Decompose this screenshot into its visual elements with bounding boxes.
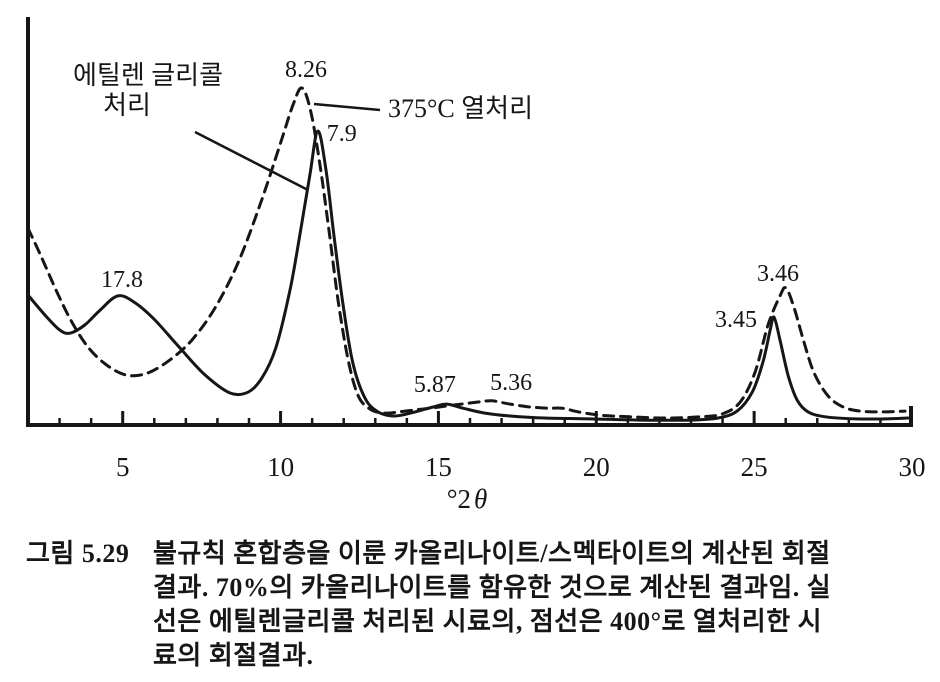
x-axis-tick-labels: 5 10 15 20 25 30 xyxy=(116,452,926,482)
x-tick-label-25: 25 xyxy=(741,452,768,482)
x-tick-label-20: 20 xyxy=(583,452,610,482)
solid-series-annotation-line1: 에틸렌 글리콜 xyxy=(73,61,223,90)
figure-caption-text: 불규칙 혼합층을 이룬 카올리나이트/스멕타이트의 계산된 회절 결과. 70%… xyxy=(153,537,922,673)
peak-label-8.26: 8.26 xyxy=(285,57,327,83)
caption-line: 료의 회절결과. xyxy=(153,641,314,670)
x-tick-label-10: 10 xyxy=(267,452,294,482)
x-tick-label-5: 5 xyxy=(116,452,130,482)
caption-line: 선은 에틸렌글리콜 처리된 시료의, 점선은 400°로 열처리한 시 xyxy=(153,607,823,636)
series-heat-treated-dashed-curve xyxy=(26,86,907,420)
xrd-diffractogram-chart: 5 10 15 20 25 30 17.88.267.95.87 5.363.453.46 … xyxy=(26,17,926,514)
peak-label-5.87: 5.87 xyxy=(414,372,456,398)
dashed-series-leader-line xyxy=(313,102,381,112)
x-tick-label-30: 30 xyxy=(898,452,925,482)
series-ethylene-glycol-solid-curve xyxy=(26,129,910,422)
peak-d-spacing-labels: 17.8 8.26 7.9 5.87 5.36 3.453.46 xyxy=(101,57,799,398)
x-axis-ticks xyxy=(58,411,882,425)
peak-label-5.36: 5.36 xyxy=(490,370,532,396)
figure-caption: 그림 5.29 불규칙 혼합층을 이룬 카올리나이트/스멕타이트의 계산된 회절… xyxy=(26,537,922,673)
peak-label-3.45: 3.45 xyxy=(715,307,757,333)
caption-line: 불규칙 혼합층을 이룬 카올리나이트/스멕타이트의 계산된 회절 xyxy=(153,539,831,568)
figure-number: 그림 5.29 xyxy=(26,539,130,568)
peak-label-17.8: 17.8 xyxy=(101,267,143,293)
x-axis-title-theta: θ xyxy=(474,484,487,514)
solid-series-leader-line xyxy=(194,130,309,192)
caption-line: 결과. 70%의 카올리나이트를 함유한 것으로 계산된 결과임. 실 xyxy=(153,573,832,602)
x-axis-title-prefix: °2 xyxy=(447,484,471,514)
x-tick-label-15: 15 xyxy=(425,452,452,482)
solid-series-annotation-line2: 처리 xyxy=(103,91,151,120)
peak-label-7.9: 7.9 xyxy=(327,121,357,147)
peak-label-3.46: 3.46 xyxy=(757,261,799,287)
dashed-series-annotation: 375°C 열처리 xyxy=(388,94,533,123)
